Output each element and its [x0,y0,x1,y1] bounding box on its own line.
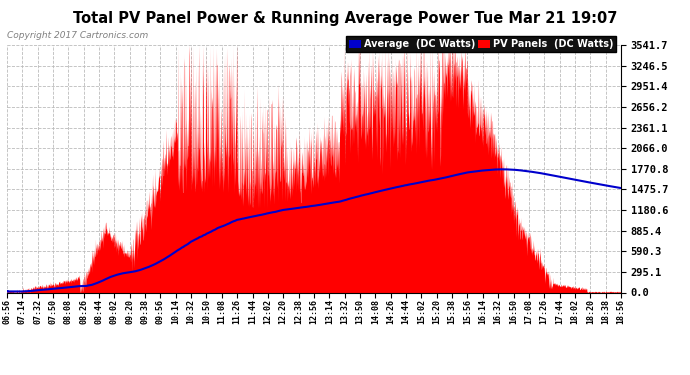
Text: Total PV Panel Power & Running Average Power Tue Mar 21 19:07: Total PV Panel Power & Running Average P… [73,11,617,26]
Legend: Average  (DC Watts), PV Panels  (DC Watts): Average (DC Watts), PV Panels (DC Watts) [346,36,616,52]
Text: Copyright 2017 Cartronics.com: Copyright 2017 Cartronics.com [7,32,148,40]
